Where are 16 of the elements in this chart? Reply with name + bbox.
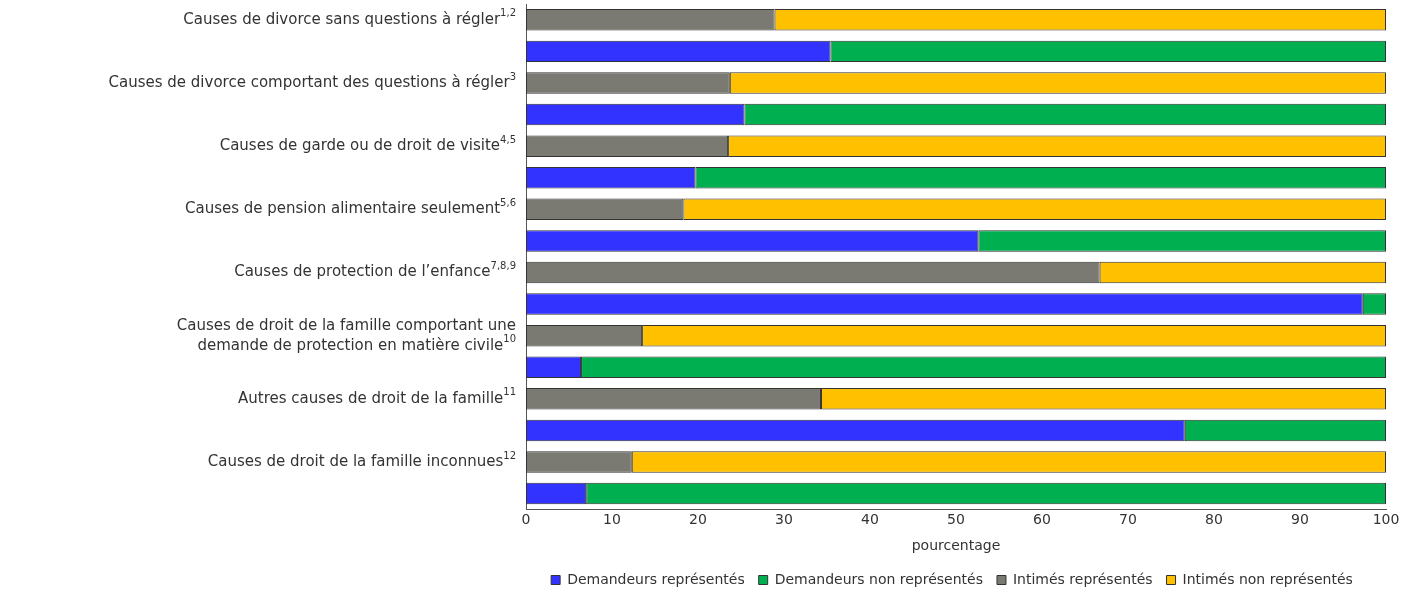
x-tick-label: 40	[861, 511, 879, 528]
x-tick-label: 20	[689, 511, 707, 528]
x-tick-label: 50	[947, 511, 965, 528]
x-axis-title: pourcentage	[911, 537, 1001, 554]
x-tick-label: 60	[1033, 511, 1051, 528]
x-tick-label: 80	[1205, 511, 1223, 528]
x-tick-label: 30	[775, 511, 793, 528]
x-tick-label: 10	[603, 511, 621, 528]
x-tick-label: 100	[1372, 511, 1400, 528]
legend-label: Intimés non représentés	[1182, 570, 1353, 587]
legend-label: Demandeurs non représentés	[774, 570, 983, 587]
x-tick-label: 90	[1291, 511, 1309, 528]
legend-label: Demandeurs représentés	[567, 570, 745, 587]
x-tick-label: 70	[1119, 511, 1137, 528]
x-tick-label: 0	[521, 511, 531, 528]
legend-label: Intimés représentés	[1012, 570, 1153, 587]
